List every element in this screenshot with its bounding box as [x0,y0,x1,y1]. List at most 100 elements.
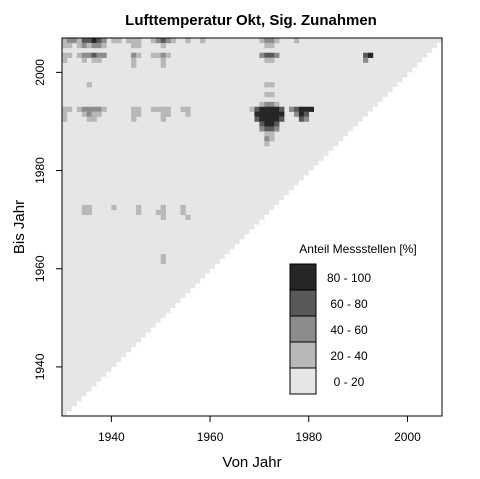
heatmap-cell [131,57,137,63]
y-axis-label: Bis Jahr [11,200,28,254]
heatmap-cell [126,38,132,44]
heatmap-cell [264,82,270,88]
heatmap-cell [81,42,87,49]
x-axis: 1940 1960 1980 2000 [98,416,421,444]
heatmap-cell [269,82,275,88]
heatmap-cell [91,42,97,49]
heatmap-cell [136,106,142,112]
heatmap-cell [62,52,68,58]
heatmap-cell [86,111,92,117]
heatmap-cell [66,38,73,44]
heatmap-background [62,38,442,416]
legend: Anteil Messstellen [%] 80 - 100 60 - 80 40… [289,242,417,395]
heatmap-cell [160,214,166,220]
heatmap-cell [160,111,166,117]
heatmap-cell [254,111,260,117]
heatmap-cell [71,38,78,44]
heatmap-cell [289,106,295,112]
y-tick-label: 1960 [33,255,47,282]
heatmap-cell [91,106,97,112]
heatmap-cell [76,106,83,112]
heatmap-cell [293,111,300,117]
heatmap-cell [298,116,305,122]
heatmap-cell [254,106,260,112]
heatmap-cell [279,111,285,117]
heatmap-cell [86,52,92,58]
heatmap-cell [264,52,270,58]
heatmap-cell [111,204,117,211]
heatmap-cell [150,52,157,58]
heatmap-cell [160,106,166,112]
heatmap-cell [111,38,117,44]
heatmap-cell [274,52,280,58]
heatmap-cell [269,106,275,112]
heatmap-cell [131,52,137,58]
heatmap-cell [101,38,107,44]
heatmap-cell [131,111,137,117]
legend-title: Anteil Messstellen [%] [299,242,416,256]
heatmap-cell [81,57,87,63]
heatmap-cell [264,136,270,142]
heatmap-cell [259,121,265,127]
heatmap-cell [264,106,270,112]
heatmap-cell [101,42,107,49]
heatmap-cell [81,106,87,112]
heatmap-cell [269,131,275,137]
y-tick-label: 2000 [33,59,47,86]
heatmap-cell [259,111,265,117]
heatmap-cell [264,42,270,49]
heatmap-cell [308,106,314,112]
heatmap-cell [269,52,275,58]
heatmap-cell [259,52,265,58]
plot-frame [61,37,443,417]
heatmap-cell [185,38,191,44]
heatmap-cell [91,52,97,58]
heatmap-cell [165,38,171,44]
heatmap-cell [264,121,270,127]
heatmap-cell [274,38,280,44]
plot-area [62,38,442,416]
heatmap-cell [131,38,137,44]
heatmap-cell [91,38,97,44]
heatmap-cell [185,214,191,220]
heatmap-cell [269,126,275,132]
y-tick-label: 1980 [33,157,47,184]
heatmap-cell [76,52,83,58]
heatmap-cell [86,82,92,88]
heatmap-cell [136,42,142,49]
legend-swatch [289,289,317,317]
legend-label: 0 - 20 [334,375,365,389]
heatmap-cell [96,42,102,49]
heatmap-cell [81,52,87,58]
legend-swatch [289,367,317,395]
legend-label: 20 - 40 [330,349,368,363]
heatmap-cell [96,52,102,58]
heatmap-cell [254,116,260,122]
heatmap-cell [264,126,270,132]
x-tick-label: 1960 [197,430,224,444]
heatmap-cell [136,209,142,216]
heatmap-cell [274,101,280,108]
heatmap-cell [160,52,166,58]
heatmap-cell [180,106,186,112]
heatmap-cell [269,101,275,108]
y-tick-label: 1940 [33,353,47,380]
heatmap-cell [259,38,265,44]
heatmap-cell [160,254,166,260]
heatmap-cell [81,38,87,44]
heatmap-cell [91,111,97,117]
heatmap-cell [86,42,92,49]
heatmap-cell [165,106,171,112]
heatmap-cell [269,121,275,127]
heatmap-cell [363,57,369,63]
heatmap-cell [279,106,285,112]
heatmap-cell [96,38,102,44]
heatmap-cell [86,106,92,112]
heatmap-cell [264,38,270,44]
heatmap-cell [76,38,83,44]
heatmap-cell [269,42,275,49]
chart-title: Lufttemperatur Okt, Sig. Zunahmen [125,12,377,29]
heatmap-cell [160,258,166,265]
heatmap-cell [131,42,137,49]
heatmap-cell [91,116,97,122]
